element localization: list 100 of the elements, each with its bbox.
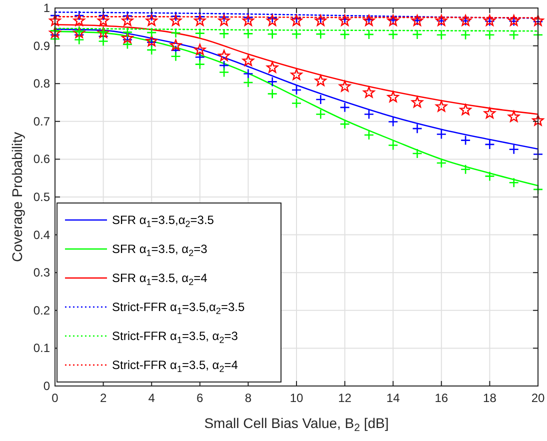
point [97, 14, 110, 26]
point [291, 84, 302, 96]
point [242, 54, 254, 66]
point [364, 130, 374, 140]
point [194, 12, 206, 22]
point [242, 14, 254, 26]
x-tick-label: 16 [434, 391, 448, 405]
point [218, 60, 230, 71]
legend-label: Strict-FFR α$_{1}$=3.5, α$_{2}$=4 [112, 358, 238, 374]
x-tick-label: 10 [290, 391, 304, 405]
point [436, 100, 448, 112]
x-tick-label: 18 [483, 391, 497, 405]
point [436, 158, 447, 168]
point [194, 28, 206, 38]
point [411, 96, 424, 108]
point [170, 39, 182, 50]
y-tick-label: 0.4 [33, 228, 50, 242]
point [364, 109, 374, 120]
y-tick-label: 0.7 [33, 114, 50, 128]
point [484, 171, 495, 182]
point [412, 123, 422, 134]
point [74, 10, 84, 21]
x-tick-label: 4 [148, 391, 156, 405]
point [484, 107, 496, 119]
point [363, 86, 375, 98]
point [387, 91, 399, 102]
y-tick-label: 0.9 [33, 38, 50, 53]
point [218, 14, 230, 26]
point [412, 29, 422, 40]
point [388, 140, 398, 150]
point [122, 32, 134, 44]
point [194, 44, 206, 56]
point [49, 14, 61, 26]
point [146, 14, 158, 26]
x-tick-label: 0 [52, 391, 59, 405]
point [508, 177, 519, 188]
point [436, 30, 447, 40]
point [508, 144, 519, 155]
y-tick-label: 0.5 [33, 190, 50, 204]
point [316, 28, 326, 40]
point [146, 10, 157, 22]
point [291, 28, 302, 40]
point [243, 77, 254, 88]
point [218, 50, 230, 62]
point [170, 11, 181, 22]
point [98, 10, 108, 21]
point [267, 88, 278, 99]
y-tick-label: 0.1 [33, 341, 50, 356]
point [122, 10, 133, 22]
y-tick-label: 0.6 [33, 152, 50, 166]
point [316, 94, 326, 105]
x-tick-label: 2 [100, 391, 107, 405]
legend-label: Strict-FFR α$_{1}$=3.5,α$_{2}$=3.5 [112, 300, 245, 316]
point [243, 12, 254, 23]
point [388, 116, 398, 127]
point [291, 98, 302, 108]
x-tick-label: 8 [244, 391, 252, 405]
point [146, 44, 157, 56]
point [74, 34, 84, 45]
x-tick-label: 14 [386, 391, 400, 405]
point [508, 110, 520, 122]
point [508, 30, 519, 40]
point [412, 148, 422, 159]
point [460, 135, 471, 146]
point [290, 68, 302, 80]
legend-label: SFR α$_{1}$=3.5, α$_{2}$=3 [112, 242, 208, 258]
point [388, 29, 398, 40]
point [194, 14, 206, 26]
point [73, 14, 85, 26]
x-tick-label: 20 [531, 391, 545, 405]
point [218, 67, 230, 78]
y-tick-label: 0 [43, 379, 50, 393]
point [460, 164, 471, 175]
point [194, 59, 206, 70]
point [194, 52, 206, 62]
point [340, 118, 350, 130]
point [340, 102, 350, 113]
point [266, 14, 278, 26]
point [243, 28, 254, 39]
point [218, 28, 230, 39]
point [122, 27, 133, 38]
point [122, 39, 133, 50]
x-tick-label: 6 [196, 391, 204, 405]
legend-label: Strict-FFR α$_{1}$=3.5, α$_{2}$=3 [112, 329, 238, 345]
point [436, 129, 447, 140]
y-tick-label: 0.8 [33, 76, 50, 91]
point [314, 74, 326, 86]
point [338, 80, 351, 92]
point [484, 139, 495, 150]
point [170, 51, 181, 62]
point [316, 109, 326, 120]
x-tick-label: 12 [338, 391, 352, 405]
point [340, 29, 350, 40]
point [146, 27, 157, 38]
point [218, 12, 230, 22]
point [266, 62, 278, 73]
y-tick-label: 0.3 [33, 266, 50, 280]
point [460, 30, 471, 40]
point [122, 14, 134, 26]
y-tick-label: 0.2 [33, 303, 50, 318]
